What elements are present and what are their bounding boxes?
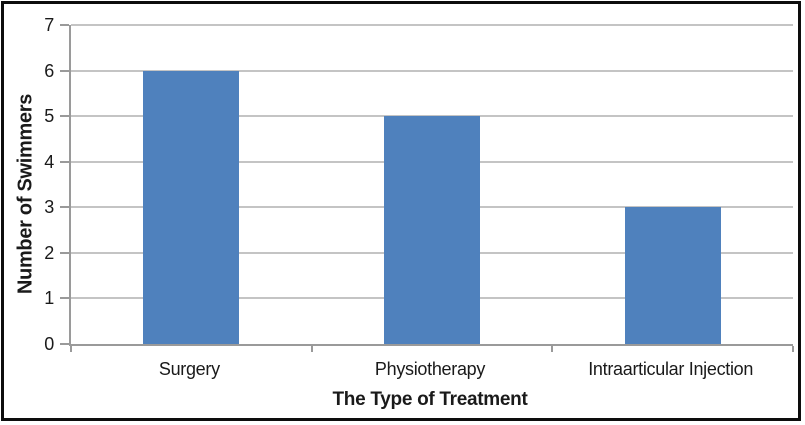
y-tick-label-5: 5: [44, 106, 54, 127]
y-tick-label-1: 1: [44, 288, 54, 309]
y-tick-label-4: 4: [44, 151, 54, 172]
x-tick-0: [70, 346, 72, 352]
y-tick-0: [60, 343, 69, 345]
y-tick-labels: 0 1 2 3 4 5 6 7: [4, 16, 54, 353]
y-tick-4: [60, 160, 69, 163]
y-tick-label-7: 7: [44, 15, 54, 35]
x-tick-3: [792, 346, 794, 352]
y-tick-label-0: 0: [44, 334, 54, 354]
x-tick-1: [310, 346, 313, 352]
x-category-label-surgery: Surgery: [158, 359, 220, 379]
y-tick-label-6: 6: [44, 60, 54, 81]
y-tick-7: [60, 24, 69, 26]
gridline-y-7: [71, 24, 793, 26]
y-tick-5: [60, 115, 69, 118]
x-axis-title: The Type of Treatment: [332, 389, 528, 410]
bar-intraarticular-injection: [624, 207, 721, 344]
y-tick-label-2: 2: [44, 242, 54, 263]
y-tick-6: [60, 69, 69, 72]
bar-surgery: [143, 70, 240, 344]
bar-physiotherapy: [384, 116, 480, 344]
y-tick-3: [60, 206, 69, 209]
x-tick-2: [551, 346, 554, 352]
x-category-label-physiotherapy: Physiotherapy: [374, 359, 486, 379]
y-tick-2: [60, 251, 69, 254]
y-tick-1: [60, 297, 69, 300]
plot-area: [60, 24, 794, 352]
x-category-labels: Surgery Physiotherapy Intraarticular Injec…: [69, 358, 791, 380]
gridline-y-6: [71, 69, 793, 72]
y-tick-label-3: 3: [44, 197, 54, 218]
x-category-label-intraarticular-injection: Intraarticular Injection: [588, 359, 754, 379]
